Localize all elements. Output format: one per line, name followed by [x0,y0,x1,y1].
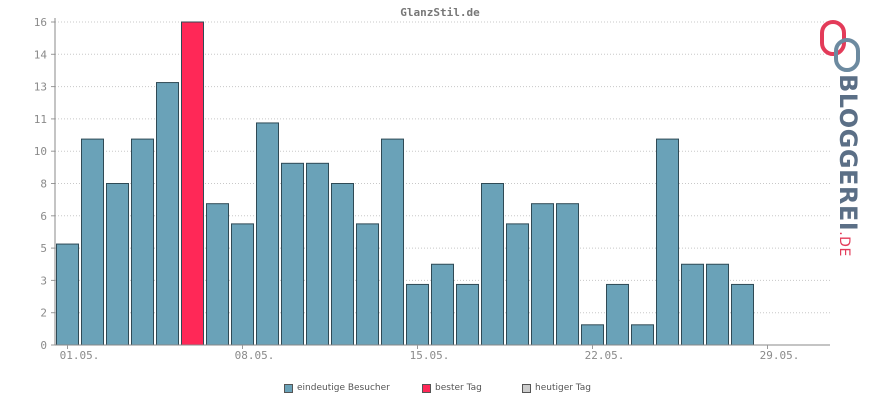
bar [256,122,279,346]
x-tick-label: 29.05. [760,349,800,362]
y-tick-label: 13 [34,81,47,94]
legend-label-best-day: bester Tag [435,383,482,393]
bar [406,283,429,346]
axes-group [54,18,830,346]
x-tick-labels: 01.05. 08.05. 15.05. 22.05. 29.05. [60,345,800,362]
bar [231,223,254,346]
legend-item-best-day: bester Tag [422,383,482,393]
bar-best-day [181,21,204,346]
y-tick-labels: 0 2 3 5 6 8 10 11 13 14 16 [34,16,48,352]
legend-item-unique-visitors: eindeutige Besucher [284,383,390,393]
y-tick-label: 11 [34,113,47,126]
bar [206,203,229,346]
bar [656,138,679,346]
legend-swatch-today [522,383,531,393]
legend-swatch-unique-visitors [284,383,293,393]
bar [631,324,654,346]
bar [356,223,379,346]
legend-item-today: heutiger Tag [522,383,591,393]
bar [456,283,479,346]
bar [556,203,579,346]
bar [381,138,404,346]
logo-wordmark: BLOGGEREI.DE [832,74,862,274]
y-tick-label: 8 [40,178,47,191]
bar [581,324,604,346]
logo-suffix-text: .DE [836,231,852,257]
bar [331,183,354,346]
y-tick-label: 3 [40,274,47,287]
bar [431,263,454,346]
x-tick-label: 01.05. [60,349,100,362]
legend-label-today: heutiger Tag [535,383,592,393]
bar [531,203,554,346]
y-tick-label: 10 [34,145,47,158]
y-tick-label: 2 [40,307,47,320]
bar [506,223,529,346]
bar [281,162,304,346]
bar [681,263,704,346]
bar [81,138,104,346]
bars-group [56,21,754,346]
bar [306,162,329,346]
legend-label-unique-visitors: eindeutige Besucher [297,383,390,393]
y-tick-label: 14 [34,48,48,61]
bar [106,183,129,346]
bar [606,283,629,346]
bar [156,82,179,346]
y-tick-label: 5 [40,242,47,255]
x-tick-label: 22.05. [585,349,625,362]
y-tick-label: 6 [40,210,47,223]
y-tick-label: 0 [40,339,47,352]
chart-title: GlanzStil.de [400,6,480,19]
x-tick-label: 15.05. [410,349,450,362]
bar [56,243,79,346]
bar [481,183,504,346]
bar [731,283,754,346]
legend: eindeutige Besucher bester Tag heutiger … [0,383,870,399]
logo-main-text: BLOGGEREI [834,74,862,232]
logo-mark-icon [820,20,860,72]
bar [706,263,729,346]
bloggerei-logo[interactable]: BLOGGEREI.DE [812,16,868,257]
x-tick-label: 08.05. [235,349,275,362]
legend-swatch-best-day [422,383,431,393]
bar [131,138,154,346]
y-tick-label: 16 [34,16,47,29]
